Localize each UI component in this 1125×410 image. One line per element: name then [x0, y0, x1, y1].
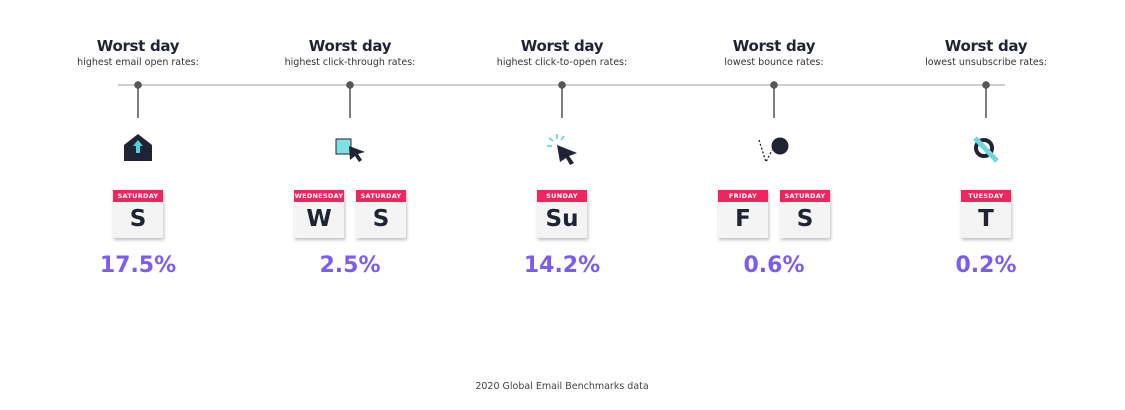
calendar-day: WEDNESDAY — [294, 190, 344, 202]
calendar-letter: S — [796, 206, 814, 232]
calendar: SUNDAY Su — [537, 190, 587, 238]
calendar-day: SATURDAY — [113, 190, 163, 202]
icon-unsubscribe — [973, 136, 999, 163]
calendar-day: SUNDAY — [537, 190, 587, 202]
calendar-letter: F — [735, 206, 751, 232]
calendar: TUESDAY T — [961, 190, 1011, 238]
rate: 14.2% — [523, 253, 601, 278]
icon-cursor — [547, 134, 577, 165]
calendar: SATURDAY S — [113, 190, 163, 238]
column-title: Worst day — [944, 37, 1028, 55]
rate: 17.5% — [99, 253, 177, 278]
calendar-letter: S — [372, 206, 390, 232]
calendar-letter: W — [306, 206, 332, 232]
calendar-letter: Su — [545, 206, 579, 232]
column-title: Worst day — [96, 37, 180, 55]
column-subtitle: highest click-to-open rates: — [496, 57, 628, 68]
rate: 2.5% — [319, 253, 381, 278]
calendar: WEDNESDAY W — [294, 190, 344, 238]
calendar-letter: S — [129, 206, 147, 232]
column-subtitle: lowest bounce rates: — [724, 57, 824, 68]
icon-click — [335, 138, 365, 162]
rate: 0.6% — [743, 253, 805, 278]
icon-envelope — [124, 134, 152, 161]
column-subtitle: lowest unsubscribe rates: — [925, 57, 1047, 68]
icon-bounce — [758, 137, 789, 164]
column-title: Worst day — [308, 37, 392, 55]
footer: 2020 Global Email Benchmarks data — [475, 381, 649, 392]
calendar: SATURDAY S — [356, 190, 406, 238]
column-subtitle: highest click-through rates: — [284, 57, 416, 68]
rate: 0.2% — [955, 253, 1017, 278]
calendar-day: TUESDAY — [961, 190, 1011, 202]
calendar: FRIDAY F — [718, 190, 768, 238]
column-title: Worst day — [732, 37, 816, 55]
pins — [134, 81, 990, 118]
calendar-day: FRIDAY — [718, 190, 768, 202]
calendar: SATURDAY S — [780, 190, 830, 238]
calendar-day: SATURDAY — [356, 190, 406, 202]
calendar-letter: T — [978, 206, 994, 232]
calendar-day: SATURDAY — [780, 190, 830, 202]
column-title: Worst day — [520, 37, 604, 55]
column-subtitle: highest email open rates: — [77, 57, 199, 68]
